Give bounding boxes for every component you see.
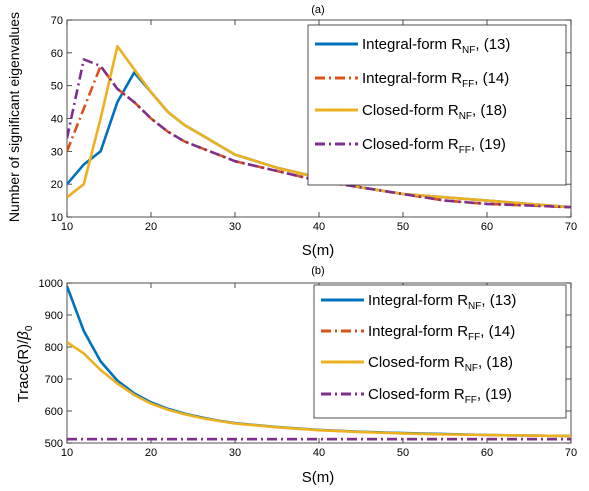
chart-b-series-group — [67, 285, 571, 441]
chart-b-xtick-label: 20 — [145, 447, 157, 459]
chart-b-ytick-label: 800 — [45, 342, 63, 354]
chart-a-xlabel: S(m) — [302, 242, 335, 259]
chart-b-xtick-label: 30 — [229, 447, 241, 459]
chart-b-title: (b) — [311, 265, 324, 277]
chart-a-ytick-label: 60 — [51, 48, 63, 60]
chart-a-legend-label-1: Integral-form RNF, (13) — [362, 36, 510, 56]
chart-b-legend-label-1: Integral-form RNF, (13) — [368, 292, 516, 312]
chart-b-series-3-line — [67, 341, 571, 438]
chart-a-xtick-label: 30 — [229, 221, 241, 233]
chart-a-ytick-label: 10 — [51, 212, 63, 224]
chart-b-xtick-label: 40 — [313, 447, 325, 459]
chart-b-ylabel-sub: 0 — [24, 325, 35, 331]
chart-b-xtick-label: 70 — [565, 447, 577, 459]
chart-a-xtick-label: 60 — [481, 221, 493, 233]
chart-a-legend-label-2: Integral-form RFF, (14) — [362, 70, 509, 90]
chart-a-xtick-label: 50 — [397, 221, 409, 233]
chart-a-legend-label-3: Closed-form RNF, (18) — [362, 102, 507, 122]
chart-b-legend-label-2: Integral-form RFF, (14) — [368, 323, 515, 343]
chart-a-ylabel: Number of significant eigenvalues — [6, 12, 22, 222]
chart-b-ytick-label: 500 — [45, 438, 63, 450]
chart-b-ylabel-main: Trace(R)/ — [15, 339, 32, 403]
chart-b-ylabel-greek: β — [15, 331, 32, 341]
chart-b-ytick-label: 700 — [45, 374, 63, 386]
chart-a-ytick-label: 30 — [51, 146, 63, 158]
chart-a-series-3-line — [67, 44, 571, 209]
chart-b: (b) 10 20 30 40 50 60 70 500 600 700 800 900 1000 Int… — [15, 265, 577, 486]
chart-a: (a) 10 20 30 40 50 60 70 10 20 30 40 50 60 70 Integral… — [6, 4, 577, 259]
chart-a-ytick-label: 70 — [51, 15, 63, 27]
chart-b-legend: Integral-form RNF, (13) Integral-form RFF… — [313, 284, 567, 419]
chart-a-series-4-line — [67, 58, 571, 209]
chart-a-ytick-label: 50 — [51, 81, 63, 93]
chart-b-legend-box — [313, 284, 567, 419]
chart-a-series-group — [67, 44, 571, 209]
chart-a-xtick-label: 70 — [565, 221, 577, 233]
chart-b-plot-area: 10 20 30 40 50 60 70 500 600 700 800 900 1000 Integra… — [39, 278, 578, 459]
chart-a-legend-label-4: Closed-form RFF, (19) — [362, 136, 506, 156]
chart-a-ytick-label: 40 — [51, 114, 63, 126]
chart-b-xtick-label: 60 — [481, 447, 493, 459]
chart-a-plot-area: 10 20 30 40 50 60 70 10 20 30 40 50 60 70 Integral-for… — [51, 15, 577, 233]
chart-b-ytick-label: 900 — [45, 310, 63, 322]
chart-a-title: (a) — [311, 4, 324, 16]
chart-b-xlabel: S(m) — [302, 469, 335, 486]
chart-a-legend: Integral-form RNF, (13) Integral-form RFF… — [307, 24, 567, 186]
chart-a-ytick-label: 20 — [51, 179, 63, 191]
chart-b-xtick-label: 10 — [61, 447, 73, 459]
chart-a-xtick-label: 20 — [145, 221, 157, 233]
chart-b-legend-label-3: Closed-form RNF, (18) — [368, 354, 513, 374]
chart-a-xtick-label: 40 — [313, 221, 325, 233]
chart-b-ylabel: Trace(R)/β0 — [15, 325, 35, 402]
chart-b-ytick-label: 1000 — [39, 278, 63, 290]
chart-b-xtick-label: 50 — [397, 447, 409, 459]
chart-b-ytick-label: 600 — [45, 406, 63, 418]
chart-a-xtick-label: 10 — [61, 221, 73, 233]
chart-a-legend-box — [307, 24, 567, 186]
chart-b-legend-label-4: Closed-form RFF, (19) — [368, 386, 512, 406]
